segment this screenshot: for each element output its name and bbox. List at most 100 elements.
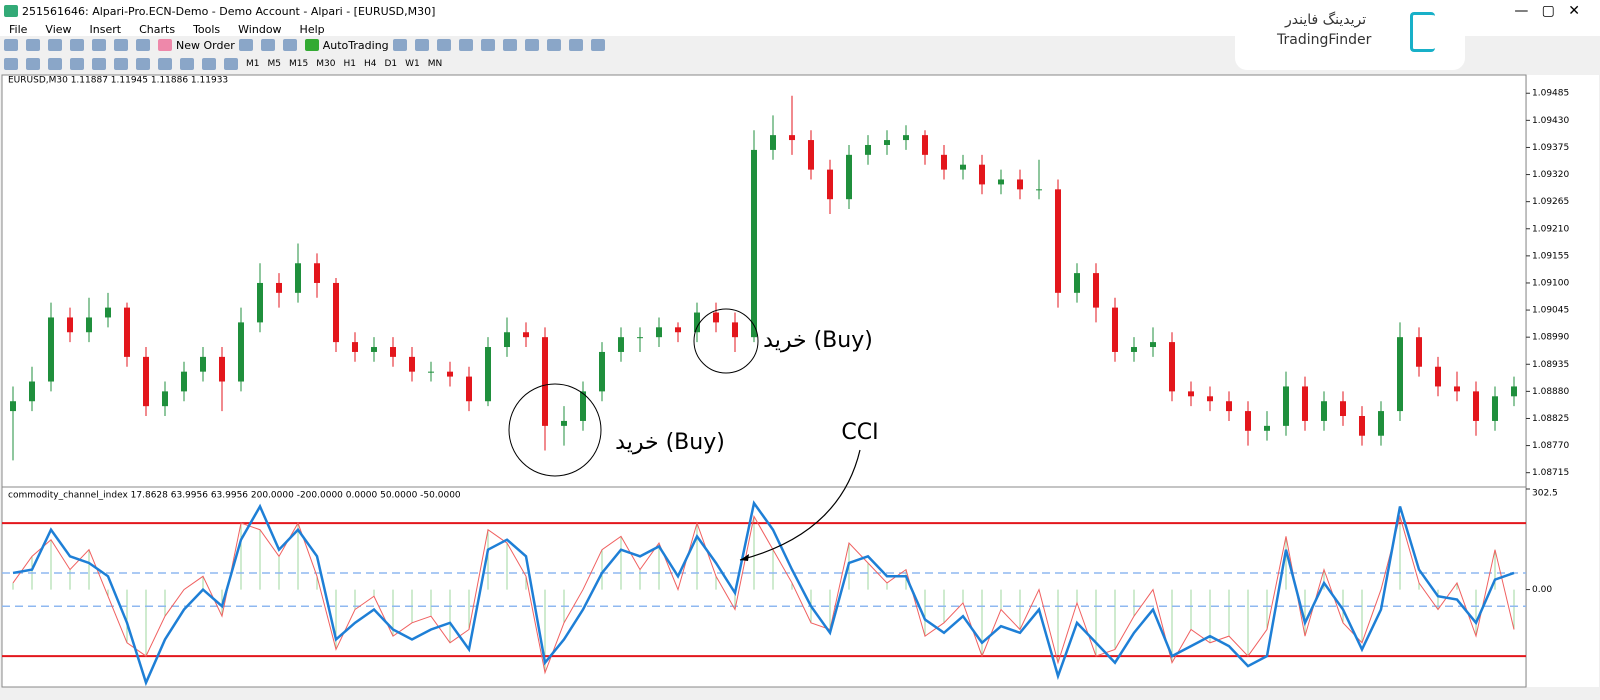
y-tick-label: 1.08990	[1532, 333, 1569, 343]
arrow-head	[740, 554, 749, 561]
candle-body	[1074, 273, 1080, 293]
candle-body	[827, 169, 833, 200]
candle-body	[238, 322, 244, 382]
candle-body	[941, 154, 947, 170]
candle-body	[1378, 411, 1384, 436]
candle-body	[580, 391, 586, 421]
annotation-cci: CCI	[841, 420, 878, 445]
candle-body	[1340, 401, 1346, 417]
candle-body	[770, 135, 776, 150]
timeframe[interactable]: M15	[289, 59, 309, 69]
timeframe[interactable]: H1	[343, 59, 356, 69]
cci-line	[12, 500, 1515, 687]
candle-body	[1188, 391, 1194, 397]
y-tick-label: 1.09045	[1532, 306, 1569, 316]
menu-item[interactable]: View	[45, 22, 72, 36]
candle-body	[1416, 337, 1422, 367]
candle-body	[1169, 342, 1175, 392]
candle-body	[1226, 401, 1232, 412]
menu-item[interactable]: File	[9, 22, 28, 36]
candle-body	[922, 135, 928, 155]
chart: EURUSD,M30 1.11887 1.11945 1.11886 1.119…	[1, 74, 1599, 688]
candle-body	[1036, 189, 1042, 191]
y-tick-label: 1.08935	[1532, 360, 1569, 370]
candle-body	[295, 263, 301, 293]
candle-body	[1055, 189, 1061, 293]
candle-body	[29, 381, 35, 402]
timeframe[interactable]: M5	[267, 59, 282, 69]
menu-item[interactable]: Window	[238, 22, 282, 36]
y-tick-label: 1.09100	[1532, 278, 1569, 288]
logo: تریدینگ فایندر TradingFinder	[1235, 0, 1465, 70]
candle-body	[390, 347, 396, 357]
y-tick-label: 1.08825	[1532, 414, 1569, 424]
annotation-buy: خرید (Buy)	[615, 430, 725, 455]
new-order[interactable]: New Order	[176, 38, 235, 52]
candle-body	[618, 337, 624, 352]
timeframe[interactable]: MN	[427, 59, 443, 69]
candle-body	[1131, 347, 1137, 352]
menu-item[interactable]: Insert	[89, 22, 122, 36]
titlebar: 251561646: Alpari-Pro.ECN-Demo - Demo Ac…	[0, 0, 1600, 22]
candle-body	[561, 420, 567, 426]
autotrading[interactable]: AutoTrading	[322, 38, 389, 52]
candle-body	[694, 312, 700, 333]
candle-body	[846, 154, 852, 200]
candle-body	[1359, 416, 1365, 436]
menu-item[interactable]: Help	[299, 22, 325, 36]
arrow	[739, 449, 861, 561]
candle-body	[1473, 391, 1479, 421]
candle-body	[884, 140, 890, 145]
toolbar: New Order AutoTrading	[0, 36, 1600, 54]
candle-body	[1283, 386, 1289, 426]
candle-body	[276, 282, 282, 293]
timeframe[interactable]: H4	[363, 59, 377, 69]
logo-en: TradingFinder	[1277, 32, 1372, 48]
candle-body	[1207, 396, 1213, 402]
candle-body	[485, 347, 491, 402]
window-title: 251561646: Alpari-Pro.ECN-Demo - Demo Ac…	[22, 4, 436, 18]
candle-body	[1511, 386, 1517, 397]
candle-body	[466, 376, 472, 402]
candle-body	[409, 356, 415, 372]
candle-body	[48, 317, 54, 382]
candle-body	[314, 263, 320, 283]
chart-header: EURUSD,M30 1.11887 1.11945 1.11886 1.119…	[8, 76, 228, 86]
candle-body	[1264, 425, 1270, 431]
timeframe[interactable]: M1	[246, 59, 260, 69]
candle-body	[732, 322, 738, 338]
indicator-header: commodity_channel_index 17.8628 63.9956 …	[8, 491, 461, 501]
candle-body	[200, 356, 206, 372]
y-tick-label: 0.00	[1532, 585, 1552, 595]
timeframe[interactable]: M30	[316, 59, 336, 69]
candle-body	[162, 391, 168, 407]
candle-body	[504, 332, 510, 348]
timeframe[interactable]: W1	[405, 59, 420, 69]
timeframe[interactable]: D1	[384, 59, 398, 69]
logo-fa: تریدینگ فایندر	[1285, 12, 1367, 28]
y-tick-label: 1.09210	[1532, 224, 1569, 234]
candle-body	[1397, 337, 1403, 412]
window-buttons[interactable]: — ▢ ✕	[1514, 3, 1580, 19]
menu-bar: File View Insert Charts Tools Window Help	[0, 22, 1600, 36]
candle-body	[428, 371, 434, 373]
candle-body	[1454, 386, 1460, 392]
menu-item[interactable]: Tools	[193, 22, 221, 36]
y-tick-label: 1.09485	[1532, 89, 1569, 99]
candle-body	[523, 332, 529, 338]
candle-body	[998, 179, 1004, 185]
candle-body	[751, 149, 757, 338]
candle-body	[219, 356, 225, 382]
candle-body	[447, 371, 453, 377]
candle-body	[637, 337, 643, 339]
candle-body	[675, 327, 681, 333]
y-tick-label: 1.09320	[1532, 170, 1569, 180]
candle-body	[1150, 342, 1156, 348]
candle-body	[1017, 179, 1023, 190]
menu-item[interactable]: Charts	[139, 22, 176, 36]
candle-body	[1093, 273, 1099, 308]
candle-body	[257, 282, 263, 323]
y-tick-label: 1.09155	[1532, 251, 1569, 261]
candle-body	[1492, 396, 1498, 421]
y-tick-label: 1.08880	[1532, 387, 1569, 397]
